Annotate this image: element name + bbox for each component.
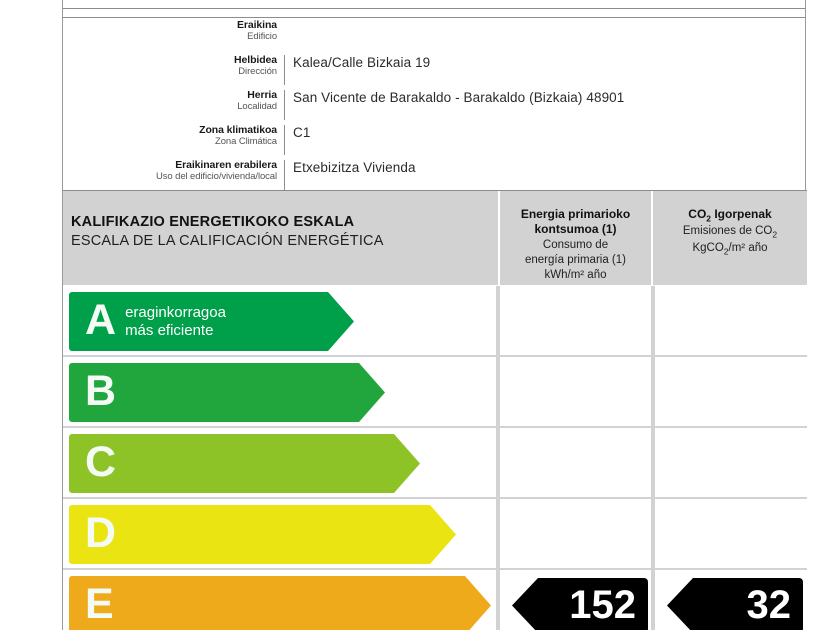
info-value-locality: San Vicente de Barakaldo - Barakaldo (Bi…: [284, 90, 807, 120]
grade-bar-cell-b: B: [63, 357, 496, 428]
grade-bar-c: C: [69, 434, 420, 493]
grade-row-b: B: [63, 357, 807, 428]
co2-header-eu: CO2 Igorpenak: [653, 207, 807, 224]
info-label-locality-eu: Herria: [247, 89, 277, 101]
co2-units-pre: KgCO: [692, 241, 724, 254]
co2-header-units: KgCO2/m² año: [653, 241, 807, 257]
info-label-climate-zone: Zona klimatikoa Zona Climática: [63, 124, 284, 147]
grade-caption-a: eraginkorragoa más eficiente: [125, 304, 226, 339]
info-label-locality: Herria Localidad: [63, 89, 284, 112]
energy-scale-header-band: KALIFIKAZIO ENERGETIKOKO ESKALA ESCALA D…: [63, 190, 807, 287]
info-label-building-es: Edificio: [247, 30, 277, 42]
energy-header-units: kWh/m² año: [544, 268, 607, 281]
info-label-building-use-eu: Eraikinaren erabilera: [175, 159, 277, 171]
top-rule-2: [63, 17, 805, 18]
energy-column-header: Energia primarioko kontsumoa (1) Consumo…: [498, 191, 651, 287]
energy-value-cell-d: [498, 499, 651, 570]
info-label-building-use-es: Uso del edificio/vivienda/local: [156, 170, 277, 182]
scale-title-eu: KALIFIKAZIO ENERGETIKOKO ESKALA: [71, 214, 355, 230]
grade-row-c: C: [63, 428, 807, 499]
scale-title: KALIFIKAZIO ENERGETIKOKO ESKALA ESCALA D…: [71, 213, 384, 252]
info-value-building-use: Etxebizitza Vivienda: [284, 160, 807, 190]
info-value-address: Kalea/Calle Bizkaia 19: [284, 55, 807, 85]
grade-bar-b: B: [69, 363, 385, 422]
grade-bar-a: A eraginkorragoa más eficiente: [69, 292, 354, 351]
co2-value-cell-a: [653, 286, 807, 357]
info-label-address-es: Dirección: [238, 65, 277, 77]
grade-letter-b: B: [85, 366, 117, 415]
scale-title-es: ESCALA DE LA CALIFICACIÓN ENERGÉTICA: [71, 233, 384, 250]
grade-row-d: D: [63, 499, 807, 570]
grade-letter-c: C: [85, 437, 117, 486]
co2-value-cell-d: [653, 499, 807, 570]
certificate-sheet: Eraikina Edificio Helbidea Dirección Kal…: [62, 0, 807, 630]
info-row-building-use: Eraikinaren erabilera Uso del edificio/v…: [63, 159, 807, 190]
energy-header-eu-line1: Energia primarioko: [520, 207, 631, 221]
building-info-table: Eraikina Edificio Helbidea Dirección Kal…: [63, 18, 807, 190]
co2-value-badge: 32: [667, 578, 803, 630]
grade-letter-e: E: [85, 579, 114, 628]
energy-header-es-line2: energía primaria (1): [525, 253, 626, 266]
co2-column-header: CO2 Igorpenak Emisiones de CO2 KgCO2/m² …: [651, 191, 807, 287]
co2-units-post: /m² año: [728, 241, 768, 254]
info-value-building: [284, 20, 807, 50]
energy-value-cell-b: [498, 357, 651, 428]
co2-header-eu-pre: CO: [688, 207, 707, 221]
info-row-building: Eraikina Edificio: [63, 19, 807, 50]
grade-bar-e: E: [69, 576, 491, 630]
co2-header-eu-post: Igorpenak: [711, 207, 772, 221]
info-label-building: Eraikina Edificio: [63, 19, 284, 42]
grade-letter-d: D: [85, 508, 117, 557]
info-label-address-eu: Helbidea: [234, 54, 277, 66]
grade-row-e: E 152 32: [63, 570, 807, 630]
energy-value-cell-a: [498, 286, 651, 357]
grade-bar-cell-d: D: [63, 499, 496, 570]
info-label-locality-es: Localidad: [237, 100, 277, 112]
energy-value-cell-c: [498, 428, 651, 499]
co2-header-es-sub: 2: [772, 229, 778, 240]
grade-row-a: A eraginkorragoa más eficiente: [63, 286, 807, 357]
co2-header-es-pre: Emisiones de CO: [682, 225, 773, 238]
co2-value-cell-b: [653, 357, 807, 428]
energy-header-es-line1: Consumo de: [542, 238, 609, 251]
co2-value-cell-e: 32: [653, 570, 807, 630]
energy-value-cell-e: 152: [498, 570, 651, 630]
info-label-climate-zone-es: Zona Climática: [215, 135, 277, 147]
grade-bar-cell-a: A eraginkorragoa más eficiente: [63, 286, 496, 357]
info-label-building-use: Eraikinaren erabilera Uso del edificio/v…: [63, 159, 284, 182]
info-label-address: Helbidea Dirección: [63, 54, 284, 77]
co2-header-eu-sub: 2: [706, 213, 712, 224]
grade-letter-a: A: [85, 295, 117, 344]
top-rule-1: [63, 8, 805, 9]
grade-bar-cell-c: C: [63, 428, 496, 499]
co2-value-cell-c: [653, 428, 807, 499]
co2-header-es: Emisiones de CO2: [653, 224, 807, 240]
grade-bar-cell-e: E: [63, 570, 496, 630]
info-row-climate-zone: Zona klimatikoa Zona Climática C1: [63, 124, 807, 155]
energy-scale-grid: A eraginkorragoa más eficiente B: [63, 286, 807, 630]
energy-header-eu-line2: kontsumoa (1): [534, 222, 617, 237]
grade-caption-a-es: más eficiente: [125, 321, 214, 339]
grade-caption-a-eu: eraginkorragoa: [125, 304, 226, 322]
info-label-building-eu: Eraikina: [236, 19, 277, 31]
grade-bar-d: D: [69, 505, 456, 564]
energy-value-badge: 152: [512, 578, 648, 630]
info-value-climate-zone: C1: [284, 125, 807, 155]
info-row-address: Helbidea Dirección Kalea/Calle Bizkaia 1…: [63, 54, 807, 85]
co2-units-sub: 2: [723, 245, 729, 256]
info-row-locality: Herria Localidad San Vicente de Barakald…: [63, 89, 807, 120]
info-label-climate-zone-eu: Zona klimatikoa: [199, 124, 277, 136]
